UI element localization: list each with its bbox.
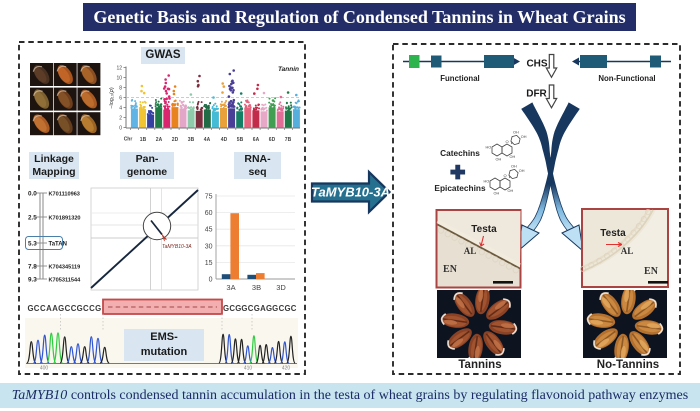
svg-text:EN: EN (644, 266, 659, 277)
svg-text:2A: 2A (156, 137, 163, 143)
svg-text:OH: OH (521, 135, 527, 139)
svg-text:30: 30 (205, 243, 213, 250)
svg-text:G: G (58, 304, 64, 313)
svg-text:K701110963: K701110963 (49, 191, 80, 197)
svg-text:DFR: DFR (526, 89, 547, 100)
svg-text:Catechins: Catechins (440, 148, 480, 158)
svg-text:TaTAN: TaTAN (49, 241, 67, 247)
svg-text:6A: 6A (253, 137, 260, 143)
svg-text:3B: 3B (252, 283, 261, 292)
svg-text:45: 45 (205, 227, 213, 234)
svg-text:TaMYB10-3A: TaMYB10-3A (162, 244, 192, 250)
svg-text:C: C (34, 304, 40, 313)
svg-text:OH: OH (510, 155, 516, 159)
svg-text:3B: 3B (188, 137, 195, 143)
svg-text:OH: OH (519, 169, 525, 173)
svg-text:12: 12 (116, 66, 122, 72)
svg-text:4: 4 (119, 106, 122, 112)
svg-text:1B: 1B (140, 137, 147, 143)
svg-text:O: O (505, 139, 508, 144)
svg-text:420: 420 (282, 366, 291, 372)
svg-text:Epicatechins: Epicatechins (434, 183, 486, 193)
svg-text:C: C (89, 304, 95, 313)
svg-text:2.5: 2.5 (28, 214, 37, 221)
svg-text:410: 410 (244, 366, 253, 372)
svg-text:OH: OH (511, 164, 517, 168)
svg-text:G: G (27, 304, 33, 313)
svg-text:A: A (260, 304, 266, 313)
svg-text:10: 10 (116, 76, 122, 82)
svg-text:75: 75 (205, 194, 213, 201)
svg-text:G: G (223, 304, 229, 313)
svg-text:EN: EN (443, 264, 458, 275)
svg-text:5.3: 5.3 (28, 240, 37, 247)
svg-text:2D: 2D (172, 137, 179, 143)
svg-text:OH: OH (496, 158, 502, 162)
svg-text:AL: AL (621, 246, 634, 256)
svg-text:OH: OH (508, 189, 514, 193)
svg-text:C: C (83, 304, 89, 313)
svg-text:7.8: 7.8 (28, 263, 37, 270)
svg-text:OH: OH (513, 130, 519, 134)
svg-text:4D: 4D (221, 137, 228, 143)
svg-text:K704345119: K704345119 (49, 264, 81, 270)
svg-text:Tannin: Tannin (278, 66, 299, 73)
svg-text:K701891320: K701891320 (49, 215, 81, 221)
svg-text:60: 60 (205, 210, 213, 217)
svg-text:8: 8 (119, 86, 122, 92)
svg-text:0: 0 (119, 126, 122, 132)
svg-text:OH: OH (494, 192, 500, 196)
svg-text:G: G (284, 304, 290, 313)
svg-text:C: C (291, 304, 297, 313)
svg-text:Non-Functional: Non-Functional (598, 74, 655, 83)
svg-text:3D: 3D (276, 283, 286, 292)
svg-text:Functional: Functional (440, 74, 479, 83)
svg-text:C: C (279, 304, 285, 313)
svg-text:O: O (503, 173, 506, 178)
svg-text:9.3: 9.3 (28, 276, 37, 283)
svg-text:400: 400 (40, 366, 49, 372)
svg-text:−log₁₀(𝑝): −log₁₀(𝑝) (109, 87, 115, 109)
svg-text:7B: 7B (285, 137, 292, 143)
svg-text:Tannins: Tannins (458, 359, 501, 371)
svg-text:Chr: Chr (124, 137, 133, 143)
svg-text:G: G (266, 304, 272, 313)
svg-text:Testa: Testa (600, 228, 626, 239)
svg-text:0.0: 0.0 (28, 190, 37, 197)
svg-text:G: G (241, 304, 247, 313)
svg-text:G: G (235, 304, 241, 313)
svg-text:G: G (77, 304, 83, 313)
svg-text:Testa: Testa (471, 224, 497, 235)
svg-text:C: C (65, 304, 71, 313)
svg-text:HO: HO (484, 180, 490, 184)
svg-text:CHS: CHS (526, 59, 547, 70)
svg-text:C: C (71, 304, 77, 313)
svg-text:K705311544: K705311544 (49, 277, 82, 283)
svg-text:0: 0 (209, 277, 213, 284)
svg-text:C: C (229, 304, 235, 313)
svg-text:A: A (46, 304, 52, 313)
svg-text:HO: HO (486, 146, 492, 150)
svg-text:A: A (52, 304, 58, 313)
svg-text:5B: 5B (237, 137, 244, 143)
svg-text:C: C (40, 304, 46, 313)
svg-text:3A: 3A (226, 283, 235, 292)
svg-text:6: 6 (119, 96, 122, 102)
svg-text:AL: AL (464, 246, 477, 256)
svg-text:15: 15 (205, 260, 213, 267)
svg-text:G: G (254, 304, 260, 313)
svg-text:G: G (272, 304, 278, 313)
svg-text:C: C (248, 304, 254, 313)
svg-text:No-Tannins: No-Tannins (597, 359, 659, 371)
svg-text:TaMYB10-3A: TaMYB10-3A (311, 185, 390, 200)
svg-text:4A: 4A (204, 137, 211, 143)
svg-text:2: 2 (119, 116, 122, 122)
svg-text:G: G (95, 304, 101, 313)
svg-text:6D: 6D (269, 137, 276, 143)
